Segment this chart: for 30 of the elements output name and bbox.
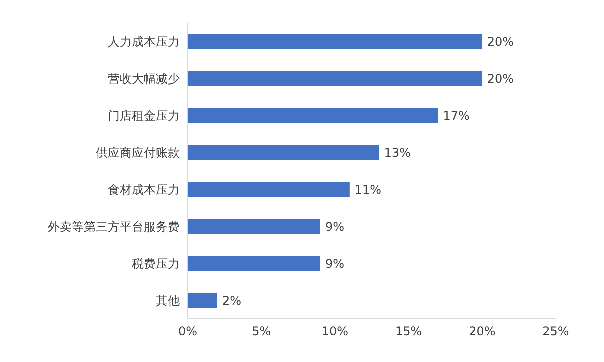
data-label: 9% bbox=[325, 220, 345, 234]
bar bbox=[188, 182, 350, 197]
bar bbox=[188, 256, 320, 271]
x-tick-label: 0% bbox=[178, 324, 198, 339]
data-label: 9% bbox=[325, 256, 345, 271]
y-tick-label: 其他 bbox=[156, 294, 180, 308]
x-tick-label: 25% bbox=[542, 324, 570, 339]
bar bbox=[188, 145, 380, 160]
bar bbox=[188, 71, 482, 86]
bar bbox=[188, 219, 320, 234]
x-tick-label: 5% bbox=[252, 324, 272, 339]
data-label: 11% bbox=[354, 182, 382, 197]
y-tick-label: 门店租金压力 bbox=[108, 108, 180, 123]
data-label: 2% bbox=[222, 294, 242, 308]
y-tick-label: 外卖等第三方平台服务费 bbox=[48, 220, 180, 234]
data-label: 20% bbox=[487, 72, 514, 86]
x-tick-label: 15% bbox=[395, 324, 422, 339]
bar bbox=[188, 34, 482, 49]
y-tick-label: 营收大幅减少 bbox=[108, 72, 180, 86]
data-label: 20% bbox=[487, 34, 514, 49]
y-tick-label: 供应商应付账款 bbox=[96, 146, 180, 160]
bar bbox=[188, 108, 438, 123]
y-tick-label: 食材成本压力 bbox=[108, 182, 180, 197]
y-tick-label: 人力成本压力 bbox=[108, 34, 180, 49]
data-label: 17% bbox=[443, 108, 470, 123]
x-tick-label: 20% bbox=[469, 324, 496, 339]
y-tick-label: 税费压力 bbox=[132, 256, 180, 271]
bar bbox=[188, 293, 218, 308]
data-label: 13% bbox=[384, 146, 412, 160]
x-tick-label: 10% bbox=[322, 324, 349, 339]
